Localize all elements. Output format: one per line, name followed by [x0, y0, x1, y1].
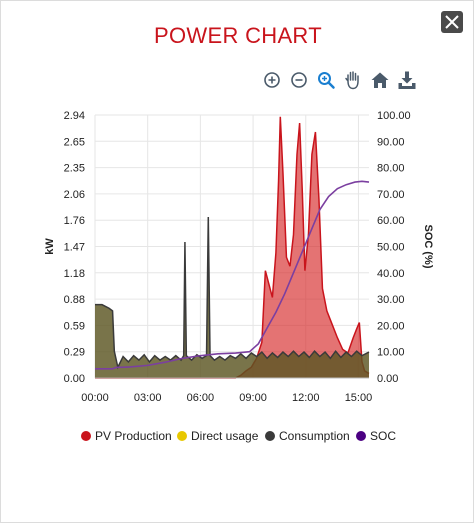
legend-item-pv-production[interactable]: PV Production — [81, 429, 172, 443]
legend-item-consumption[interactable]: Consumption — [265, 429, 350, 443]
legend-item-soc[interactable]: SOC — [356, 429, 396, 443]
zoom-in-button[interactable] — [261, 69, 283, 91]
legend-dot — [356, 431, 366, 441]
y-tick-label: 2.94 — [64, 110, 85, 122]
legend-dot — [177, 431, 187, 441]
y2-tick-label: 60.00 — [377, 215, 405, 227]
x-tick-label: 03:00 — [134, 392, 162, 404]
y-tick-label: 0.88 — [64, 294, 85, 306]
y-tick-label: 0.00 — [64, 373, 85, 385]
zoom-in-icon — [264, 72, 280, 88]
legend-dot — [265, 431, 275, 441]
download-button[interactable] — [396, 69, 418, 91]
close-icon — [445, 15, 459, 29]
y2-tick-label: 50.00 — [377, 242, 405, 254]
consumption-area — [95, 216, 369, 378]
reset-zoom-button[interactable] — [369, 69, 391, 91]
y2-tick-label: 0.00 — [377, 373, 398, 385]
zoom-out-icon — [291, 72, 307, 88]
x-tick-label: 15:00 — [345, 392, 373, 404]
y-tick-label: 1.47 — [64, 242, 85, 254]
power-chart[interactable]: 0.00 0.00 0.29 10.00 0.59 20.00 0.88 30.00 1.18 4… — [1, 1, 474, 411]
legend-label: Consumption — [279, 429, 350, 443]
legend-dot — [81, 431, 91, 441]
y2-tick-label: 70.00 — [377, 189, 405, 201]
x-tick-label: 12:00 — [292, 392, 320, 404]
y2-tick-label: 90.00 — [377, 136, 405, 148]
reset-home-icon — [371, 72, 389, 88]
y-tick-label: 0.59 — [64, 320, 85, 332]
chart-title: POWER CHART — [154, 23, 322, 48]
x-tick-label: 00:00 — [81, 392, 109, 404]
y2-tick-label: 30.00 — [377, 294, 405, 306]
legend-label: Direct usage — [191, 429, 259, 443]
pv-production-area — [95, 116, 369, 378]
pan-button[interactable] — [342, 69, 364, 91]
soc-line — [95, 180, 370, 370]
x-tick-label: 06:00 — [187, 392, 215, 404]
legend-label: SOC — [370, 429, 397, 443]
pan-hand-icon — [345, 71, 359, 90]
consumption-line — [95, 216, 370, 370]
zoom-select-button[interactable] — [315, 69, 337, 91]
zoom-select-icon — [318, 72, 335, 89]
y2-axis-title: SOC (%) — [422, 225, 434, 269]
y2-tick-label: 10.00 — [377, 347, 405, 359]
y-tick-label: 1.76 — [64, 215, 85, 227]
y-tick-label: 0.29 — [64, 347, 85, 359]
y-tick-label: 1.18 — [64, 268, 85, 280]
legend-item-direct-usage[interactable]: Direct usage — [177, 429, 258, 443]
y-tick-label: 2.35 — [64, 163, 85, 175]
legend-label: PV Production — [95, 429, 172, 443]
y2-tick-label: 80.00 — [377, 163, 405, 175]
y-tick-label: 2.06 — [64, 189, 85, 201]
zoom-out-button[interactable] — [288, 69, 310, 91]
download-icon — [398, 71, 416, 89]
y2-tick-label: 40.00 — [377, 268, 405, 280]
close-button[interactable] — [441, 11, 463, 33]
x-tick-label: 09:00 — [239, 392, 267, 404]
y-tick-label: 2.65 — [64, 136, 85, 148]
y2-tick-label: 100.00 — [377, 110, 411, 122]
y2-tick-label: 20.00 — [377, 320, 405, 332]
y-axis-title: kW — [44, 238, 56, 255]
